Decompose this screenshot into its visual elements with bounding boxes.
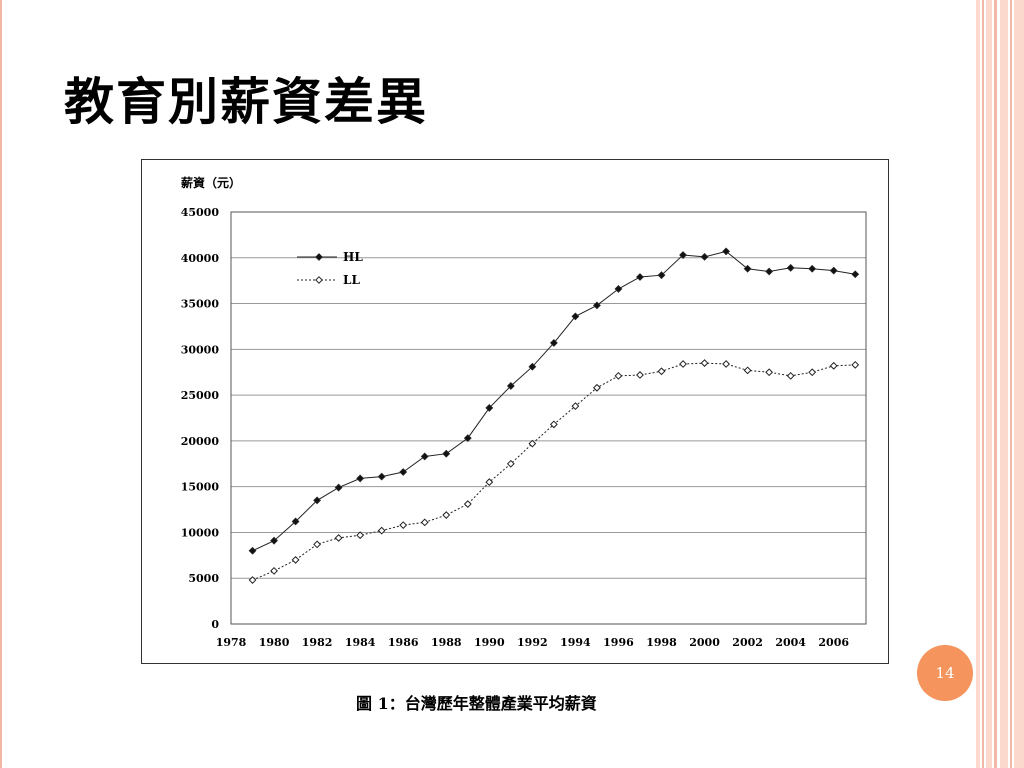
data-point-ll [614,371,623,380]
data-point-hl [291,517,300,526]
data-point-ll [313,540,322,549]
data-point-hl [851,270,860,279]
y-tick-label: 35000 [181,298,220,311]
data-point-ll [808,368,817,377]
x-tick-label: 1992 [517,636,548,649]
data-point-hl [571,312,580,321]
y-tick-label: 0 [211,618,219,631]
data-point-hl [743,264,752,273]
y-tick-label: 45000 [181,206,220,219]
y-axis-label: 薪資（元） [181,175,241,190]
y-tick-label: 30000 [181,343,220,356]
data-point-hl [313,496,322,505]
data-point-hl [593,301,601,310]
x-tick-label: 1982 [302,636,333,649]
data-point-hl [399,468,408,476]
data-point-hl [614,284,623,293]
data-point-ll [420,518,429,527]
data-point-ll [571,402,580,411]
data-point-ll [356,531,365,540]
data-point-hl [356,474,365,483]
slide-title: 教育別薪資差異 [64,72,428,131]
y-tick-label: 5000 [188,572,219,585]
legend-label-hl: HL [343,250,363,264]
data-point-ll [700,359,709,367]
y-tick-label: 20000 [181,435,220,448]
page-number-badge: 14 [917,645,973,701]
line-chart: 薪資（元） 0 5000 10000 15000 20000 25000 30000 3500… [181,175,867,649]
data-point-ll [743,366,752,375]
data-point-ll [248,576,257,584]
x-tick-label: 1996 [603,636,634,649]
x-tick-label: 2000 [689,636,720,649]
data-point-hl [334,483,343,492]
data-point-ll [463,500,472,508]
data-point-hl [679,251,687,259]
data-point-hl [506,382,515,390]
x-tick-label: 1980 [259,636,290,649]
data-point-hl [442,449,451,458]
data-point-hl [549,339,558,347]
plot-area-border [230,211,867,625]
series-line-ll [252,362,856,581]
right-decorative-stripes [976,0,1024,768]
data-point-hl [270,536,278,545]
data-point-hl [765,267,774,276]
x-tick-label: 1978 [216,636,247,649]
data-point-hl [786,263,795,272]
y-tick-label: 15000 [181,481,220,494]
data-point-hl [485,404,494,412]
x-tick-label: 1988 [431,636,462,649]
data-point-ll [399,521,408,530]
y-tick-label: 25000 [181,389,220,402]
data-point-ll [528,439,537,448]
data-point-ll [829,361,838,370]
data-point-hl [657,271,666,280]
left-border [0,0,2,768]
data-point-hl [808,264,817,273]
data-point-ll [506,459,515,468]
data-point-hl [420,452,429,461]
data-point-ll [485,478,494,486]
data-point-hl [722,247,730,256]
data-point-ll [593,383,601,392]
data-point-ll [334,534,343,542]
data-point-ll [291,556,300,564]
x-tick-label: 1986 [388,636,419,649]
x-tick-label: 1990 [474,636,505,649]
data-point-hl [377,472,386,481]
legend-marker-ll [315,276,323,284]
data-point-ll [636,371,644,379]
data-point-hl [248,546,257,555]
data-point-ll [549,420,558,429]
x-tick-label: 2006 [818,636,849,649]
data-point-hl [829,266,838,275]
page-number: 14 [935,664,955,682]
legend-label-ll: LL [343,273,360,287]
data-point-ll [765,368,774,377]
data-point-ll [679,360,687,368]
data-point-hl [700,252,709,261]
x-tick-label: 2002 [732,636,763,649]
data-point-hl [636,273,644,281]
data-point-hl [463,434,472,443]
data-point-ll [786,371,795,380]
legend-marker-hl [315,253,323,261]
chart-frame: 薪資（元） 0 5000 10000 15000 20000 25000 30000 3500… [141,159,889,664]
y-tick-label: 10000 [181,526,220,539]
data-point-ll [442,511,451,519]
x-tick-label: 1994 [560,636,591,649]
series-line-hl [252,250,856,552]
figure-caption: 圖 1：台灣歷年整體產業平均薪資 [356,694,597,713]
data-point-ll [722,360,730,368]
data-point-ll [377,526,386,535]
x-tick-label: 2004 [775,636,806,649]
data-point-ll [270,566,278,575]
y-tick-label: 40000 [181,252,220,265]
x-tick-label: 1998 [646,636,677,649]
data-point-hl [528,362,537,371]
data-point-ll [851,360,860,369]
x-tick-label: 1984 [345,636,376,649]
data-point-ll [657,367,666,376]
